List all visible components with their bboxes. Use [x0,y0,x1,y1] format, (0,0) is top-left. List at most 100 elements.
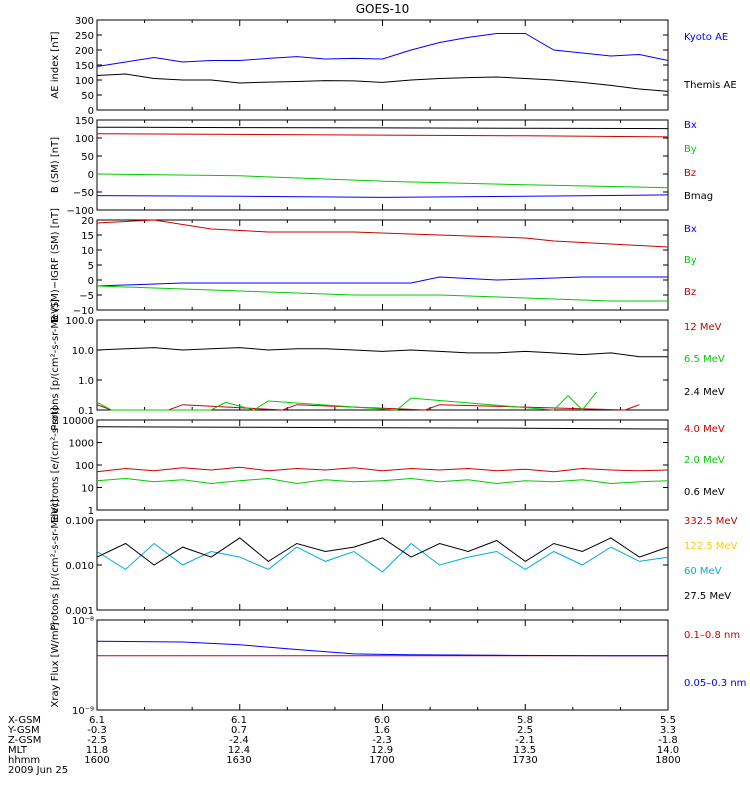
legend-label: 60 MeV [684,566,722,577]
y-tick-label: 250 [75,31,94,42]
ephemeris-value: 5.5 [660,715,676,726]
series-line-bx [96,194,669,198]
ephemeris-value: 6.0 [374,715,390,726]
series-line-kyoto-ae [96,33,669,67]
legend-label: 0.1–0.8 nm [684,630,740,641]
panel-7: 10⁻⁹ 10⁻⁸ Xray Flux [W/m²] 0.1–0.8 nm 0.05–0… [50,616,746,717]
y-tick-label: 1.0 [78,376,94,387]
legend-label: 332.5 MeV [684,516,738,527]
legend-label: Bmag [684,191,713,202]
ephemeris-value: -2.3 [372,735,392,746]
panel-2: −100 −50 0 50 100 150 B (SM) [nT] Bx By Bz Bmag [50,116,713,217]
series-line-6-5-mev [96,391,597,411]
legend-label: 0.05–0.3 nm [684,678,746,689]
y-tick-label: 10 [81,246,94,257]
series-line-bz [96,133,669,138]
legend-label: By [684,144,697,155]
legend-label: 4.0 MeV [684,424,725,435]
ephemeris-value: 1800 [655,755,680,766]
ephemeris-block: X-GSMY-GSMZ-GSMMLThhmm6.1-0.3-2.511.8160… [7,715,681,776]
y-tick-label: 0.1 [78,406,94,417]
series-line-by [96,285,668,302]
y-tick-label: 100 [75,461,94,472]
y-tick-label: −100 [67,206,94,217]
y-tick-label: 200 [75,46,94,57]
ephemeris-row-label: MLT [8,745,28,756]
y-axis-label: AE index [nT] [50,31,61,98]
ephemeris-value: 14.0 [657,745,679,756]
series-line-2-4-mev [96,347,668,358]
ephemeris-value: 6.1 [89,715,105,726]
y-tick-label: −5 [79,291,94,302]
panel-1: 0 50 100 150 200 250 300 AE index [nT] Kyoto AE T… [50,16,737,117]
panel-4: 0.1 1.0 10.0 100.0 Protons [p/(cm²-s-sr-MeV)… [50,299,725,431]
ephemeris-value: 5.8 [517,715,533,726]
y-tick-label: 0 [88,170,94,181]
y-tick-label: 10000 [62,416,94,427]
y-tick-label: 10 [81,484,94,495]
ephemeris-row-label: Z-GSM [8,735,41,746]
y-axis-label: Xray Flux [W/m²] [50,622,61,707]
panel-frame [96,619,669,711]
panel-frame [96,419,669,511]
series-line-bz [96,219,669,248]
series-line-themis-ae [96,73,669,92]
ephemeris-value: -0.3 [87,725,107,736]
ephemeris-value: 13.5 [514,745,536,756]
ephemeris-value: 1.6 [374,725,390,736]
y-tick-label: 0.001 [65,606,94,617]
ephemeris-value: 1600 [84,755,109,766]
y-axis-label: B (SM)−IGRF (SM) [nT] [50,208,61,322]
y-tick-label: 0 [88,106,94,117]
y-axis-label: Protons [p/(cm²-s-sr-MeV)] [50,299,61,431]
y-tick-label: −50 [73,188,94,199]
y-tick-label: 10⁻⁸ [72,616,94,627]
y-tick-label: 1000 [69,439,94,450]
ephemeris-value: -2.1 [515,735,535,746]
legend-label: 2.0 MeV [684,455,725,466]
series-line-by [96,173,669,189]
legend-label: 6.5 MeV [684,354,725,365]
series-line-0-05-0-3-nm [96,640,668,657]
panel-frame [96,319,669,411]
legend-label: 2.4 MeV [684,387,725,398]
legend-label: By [684,255,697,266]
ephemeris-value: 1630 [226,755,251,766]
series-line-27-5-mev [96,537,669,566]
y-axis-label: Protons [p/(cm²-s-sr-MeV)] [50,499,61,631]
y-tick-label: 20 [81,216,94,227]
legend-label: 122.5 MeV [684,541,738,552]
ephemeris-value: 2.5 [517,725,533,736]
y-tick-label: 15 [81,231,94,242]
legend-label: Themis AE [683,80,737,91]
y-tick-label: 100.0 [65,316,94,327]
ephemeris-value: 12.4 [228,745,250,756]
ephemeris-value: -1.8 [658,735,678,746]
y-tick-label: 100 [75,134,94,145]
ephemeris-row-label: Y-GSM [7,725,40,736]
ephemeris-value: 3.3 [660,725,676,736]
chart-title: GOES-10 [356,2,410,16]
ephemeris-value: 0.7 [231,725,247,736]
ephemeris-row-label: X-GSM [8,715,41,726]
y-tick-label: 150 [75,61,94,72]
legend-label: 12 MeV [684,322,722,333]
y-tick-label: 150 [75,116,94,127]
y-tick-label: 100 [75,76,94,87]
ephemeris-row-label: hhmm [8,755,40,766]
ephemeris-value: 11.8 [86,745,108,756]
ephemeris-value: 6.1 [231,715,247,726]
series-line-bx [96,276,668,287]
legend-label: Bx [684,224,697,235]
legend-label: Kyoto AE [684,32,728,43]
y-axis-label: B (SM) [nT] [50,137,61,193]
legend-label: Bx [684,120,697,131]
y-tick-label: 300 [75,16,94,27]
date-label: 2009 Jun 25 [8,765,68,776]
series-line-60-mev [96,542,669,573]
y-tick-label: −10 [73,306,94,317]
legend-label: Bz [684,287,696,298]
ephemeris-value: -2.5 [87,735,107,746]
legend-label: 0.6 MeV [684,487,725,498]
